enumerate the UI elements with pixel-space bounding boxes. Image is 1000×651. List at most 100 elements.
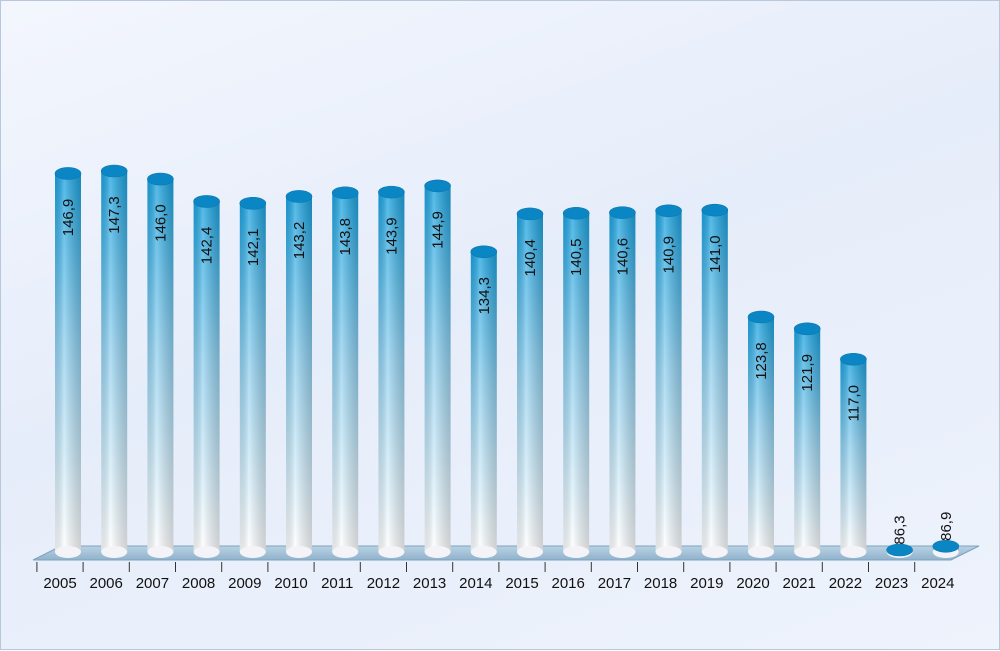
bar-2022	[840, 352, 867, 558]
bar-cap	[470, 245, 498, 259]
value-label: 140,4	[522, 239, 539, 277]
bar-cap	[193, 195, 220, 208]
x-tick-label: 2023	[875, 575, 908, 592]
bar-cap	[100, 164, 128, 178]
x-tick-label: 2024	[921, 575, 954, 592]
x-tick-label: 2014	[459, 575, 492, 592]
x-tick-label: 2022	[829, 575, 862, 592]
x-tick-label: 2007	[136, 575, 169, 592]
value-label: 123,8	[753, 342, 770, 380]
value-label: 134,3	[476, 277, 493, 315]
x-tick-label: 2006	[90, 575, 123, 592]
bar-2009	[239, 197, 267, 558]
bar-shade	[147, 179, 174, 553]
bar-shade	[239, 203, 266, 552]
bar-2021	[793, 322, 821, 558]
value-label: 144,9	[430, 211, 447, 249]
bar-cap	[54, 167, 82, 180]
bar-cap	[424, 179, 451, 193]
bar-base	[840, 546, 867, 558]
bar-shade	[470, 251, 497, 552]
bar-base	[748, 546, 774, 558]
bar-shade	[701, 210, 728, 552]
bar-cap	[516, 207, 544, 221]
x-tick-label: 2015	[505, 575, 538, 592]
bar-shade	[286, 196, 312, 553]
bar-cap	[701, 203, 729, 217]
x-tick-label: 2019	[690, 575, 723, 592]
bar-base	[655, 546, 682, 558]
bar-base	[424, 546, 451, 558]
x-tick-label: 2010	[274, 575, 307, 592]
bar-shade	[101, 171, 128, 552]
x-tick-label: 2016	[552, 575, 585, 592]
bar-2011	[331, 186, 359, 558]
bar-shade	[193, 201, 220, 552]
bar-base	[147, 546, 174, 558]
bar-cap	[793, 322, 821, 336]
bar-2024	[932, 539, 960, 558]
x-tick-label: 2008	[182, 575, 215, 592]
x-tick-label: 2005	[43, 575, 76, 592]
bar-2014	[470, 245, 498, 558]
value-label: 121,9	[799, 354, 816, 392]
value-label: 117,0	[845, 385, 862, 421]
bar-base	[286, 546, 312, 558]
bar-2019	[701, 203, 729, 558]
x-tick-label: 2017	[598, 575, 631, 592]
bar-2007	[147, 172, 174, 558]
bar-shade	[840, 359, 867, 552]
bar-cap	[886, 543, 913, 557]
x-tick-label: 2011	[321, 575, 353, 592]
bar-base	[101, 546, 128, 558]
bar-base	[378, 546, 405, 558]
x-tick-label: 2012	[367, 575, 400, 592]
value-label: 140,5	[568, 238, 585, 276]
bar-shade	[563, 213, 590, 552]
bar-cap	[562, 206, 590, 220]
value-label: 86,3	[892, 515, 909, 544]
bar-2013	[424, 179, 451, 558]
x-tick-label: 2013	[413, 575, 446, 592]
bar-cap	[147, 172, 174, 186]
value-label: 147,3	[106, 196, 123, 234]
chart-floor	[32, 545, 980, 561]
bar-base	[517, 546, 543, 558]
bar-base	[239, 546, 266, 558]
x-tick-label: 2009	[228, 575, 261, 592]
value-label: 143,9	[383, 217, 400, 255]
x-tick-label: 2020	[736, 575, 769, 592]
value-label: 146,0	[152, 204, 169, 242]
bar-shade	[609, 212, 636, 552]
bar-cap	[239, 197, 267, 210]
bar-base	[701, 546, 728, 558]
bar-2006	[100, 164, 128, 558]
bar-cap	[609, 206, 636, 219]
bar-base	[332, 546, 359, 558]
bar-cap	[655, 204, 682, 218]
bar-shade	[748, 317, 774, 552]
value-label: 141,0	[707, 235, 724, 273]
bar-2017	[609, 206, 636, 558]
bar-cap	[331, 186, 359, 200]
bar-2008	[193, 195, 220, 558]
bar-shade	[794, 328, 821, 552]
bar-base	[193, 546, 220, 558]
bar-base	[55, 546, 81, 558]
value-label: 142,4	[199, 227, 216, 265]
value-label: 143,2	[291, 222, 308, 260]
bar-shade	[517, 213, 543, 553]
bar-2005	[54, 167, 82, 558]
x-tick-label: 2018	[644, 575, 677, 592]
bar-base	[470, 546, 497, 558]
x-tick-label: 2021	[783, 575, 816, 592]
value-label: 143,8	[337, 218, 354, 256]
value-label: 86,9	[938, 512, 955, 541]
bar-cap	[378, 185, 405, 199]
value-label: 146,9	[60, 199, 77, 237]
bar-cap	[285, 190, 313, 203]
bar-shade	[424, 185, 451, 552]
bar-base	[563, 546, 590, 558]
